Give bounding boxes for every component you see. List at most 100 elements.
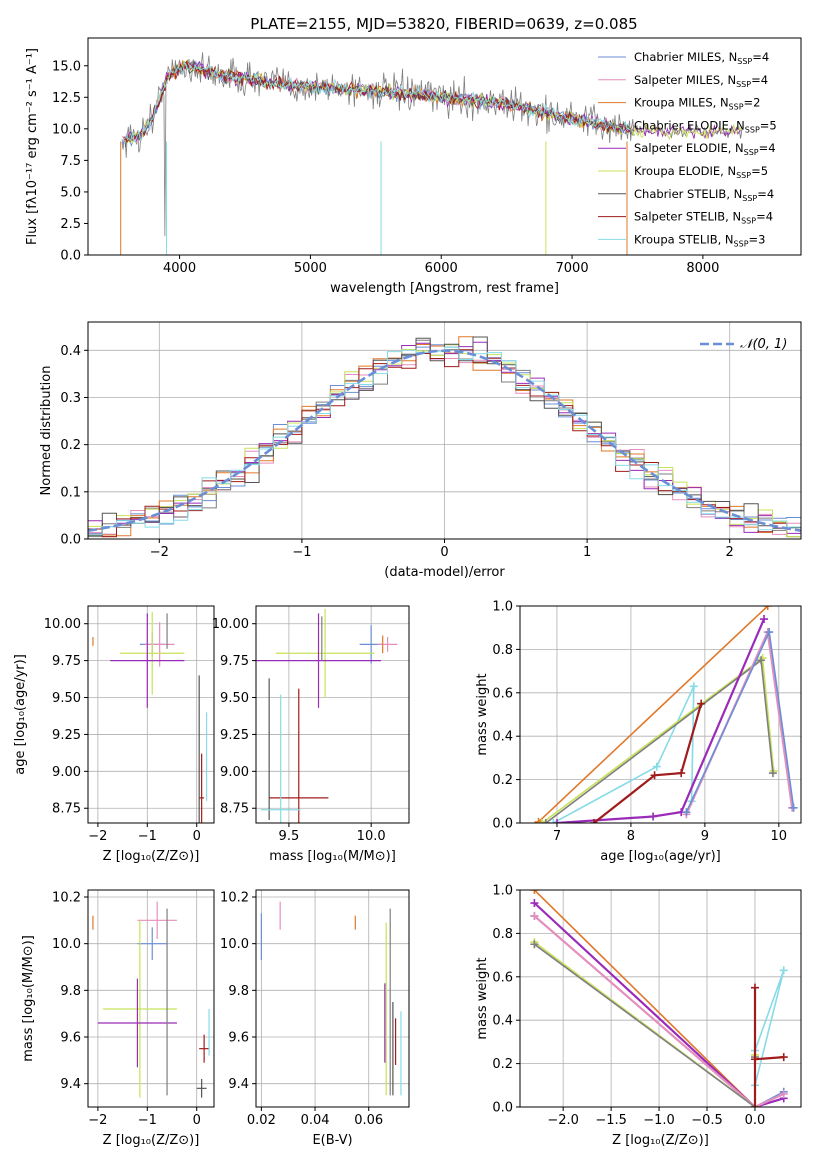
axes-frame [87, 37, 802, 256]
legend-label-part: Salpeter MILES, N [634, 73, 736, 87]
weight-point-marker [768, 769, 777, 778]
error-bar-point [377, 637, 398, 652]
histogram-step [88, 336, 801, 537]
error-bar-point [260, 694, 301, 823]
legend-label-part: Chabrier ELODIE, N [634, 118, 745, 132]
y-tick-label: 0.0 [60, 249, 81, 264]
weight-point-marker [649, 812, 658, 821]
plot-area [88, 336, 801, 538]
weight-point-marker [534, 817, 543, 823]
x-tick-label: 4000 [163, 261, 196, 276]
mass-vs-z-panel: −2 −1 0 9.4 9.6 9.8 10.0 10.2 Z [log₁₀(Z/Z⊙)] mas… [21, 889, 215, 1148]
weight-point-marker [750, 1103, 759, 1107]
x-axis-label: Z [log₁₀(Z/Z⊙)] [103, 849, 200, 864]
axes-frame [519, 605, 802, 824]
y-tick-label: 9.6 [60, 1031, 81, 1046]
y-tick-label: 0.3 [60, 391, 81, 406]
x-tick-label: −2 [88, 1113, 107, 1128]
weight-series-line [533, 943, 756, 1107]
error-bar-point [137, 901, 177, 939]
weight-point-marker [689, 682, 698, 691]
legend-label: Chabrier STELIB, NSSP=4 [634, 187, 774, 203]
mass-weight-vs-age-panel: 7 8 9 10 0.0 0.2 0.4 0.6 0.8 1.0 age [log₁₀(age/yr… [475, 600, 802, 864]
error-bar-point [256, 613, 382, 708]
y-tick-label: 0.1 [60, 485, 81, 500]
y-tick-label: 1.0 [492, 884, 513, 899]
spectrum-model-line [124, 60, 743, 145]
legend-label-value: =4 [757, 187, 774, 201]
legend-label: Chabrier ELODIE, NSSP=5 [634, 118, 777, 134]
y-axis-label: age [log₁₀(age/yr)] [13, 654, 28, 775]
x-tick-label: 8 [627, 829, 635, 844]
y-tick-label: 9.25 [52, 728, 81, 743]
weight-point-marker [530, 890, 539, 894]
legend-label: Chabrier MILES, NSSP=4 [634, 50, 769, 66]
axes-frame [87, 889, 215, 1108]
y-tick-label: 9.8 [60, 984, 81, 999]
legend-label: Kroupa STELIB, NSSP=3 [634, 232, 765, 248]
y-tick-label: 10.00 [212, 617, 249, 632]
legend-label-sub: SSP [737, 57, 752, 66]
weight-point-marker [779, 966, 788, 975]
error-bar-point [199, 753, 205, 823]
spectrum-panel: 4000 5000 6000 7000 8000 0.0 2.5 5.0 7.5 10.0 12.5… [25, 37, 802, 296]
y-tick-label: 10.2 [220, 891, 249, 906]
weight-point-marker [760, 615, 769, 624]
spectrum-model-line [124, 59, 632, 148]
weight-point-marker [779, 1089, 788, 1098]
y-tick-label: 9.00 [220, 765, 249, 780]
weight-series-line [754, 970, 785, 1086]
plot-area [92, 611, 208, 823]
weight-point-marker [779, 1053, 788, 1062]
x-tick-label: 9 [701, 829, 709, 844]
weight-series-line [537, 606, 769, 823]
y-tick-label: 0.4 [60, 344, 81, 359]
y-axis-label: mass weight [475, 957, 490, 1039]
legend-label-sub: SSP [745, 125, 760, 134]
weight-point-marker [530, 940, 539, 949]
y-tick-label: 0.0 [60, 533, 81, 548]
legend-label-part: Salpeter STELIB, N [634, 210, 741, 224]
y-tick-label: 0.0 [492, 1101, 513, 1116]
x-axis-label: mass [log₁₀(M/M⊙)] [269, 849, 396, 864]
error-bar-point [97, 978, 177, 1068]
weight-point-marker [552, 819, 561, 823]
axes-frame [255, 889, 410, 1108]
x-tick-label: −1 [292, 545, 311, 560]
y-tick-label: 0.0 [492, 817, 513, 832]
legend-label-sub: SSP [729, 103, 744, 112]
legend-label-part: Kroupa ELODIE, N [634, 164, 736, 178]
y-tick-label: 10.00 [44, 617, 81, 632]
weight-point-marker [530, 912, 539, 921]
legend-label: Salpeter STELIB, NSSP=4 [634, 210, 773, 226]
y-tick-label: 8.75 [52, 802, 81, 817]
x-tick-label: −2 [150, 545, 169, 560]
error-bar-point [199, 1034, 210, 1063]
y-tick-label: 15.0 [52, 59, 81, 74]
weight-point-marker [697, 699, 706, 708]
legend-label-part: Salpeter ELODIE, N [634, 141, 744, 155]
y-tick-label: 0.4 [492, 1014, 513, 1029]
weight-series-line [753, 987, 784, 1107]
y-axis-label: Flux [fλ10⁻¹⁷ erg cm⁻² s⁻¹ A⁻¹] [25, 48, 40, 245]
weight-series-line [685, 629, 795, 813]
x-tick-label: 8000 [686, 261, 719, 276]
plot-area [120, 52, 743, 255]
x-tick-label: 10.0 [357, 829, 386, 844]
axes-frame [519, 889, 802, 1108]
x-tick-label: 0 [193, 829, 201, 844]
legend-label-value: =5 [751, 164, 768, 178]
y-tick-label: 9.50 [52, 691, 81, 706]
weight-series-line [552, 685, 695, 823]
error-bar-point [196, 1079, 207, 1098]
x-tick-label: −2 [88, 829, 107, 844]
y-tick-label: 10.0 [52, 122, 81, 137]
normal-curve [88, 349, 801, 532]
legend-label-sub: SSP [742, 194, 757, 203]
legend-label-part: Kroupa STELIB, N [634, 232, 734, 246]
x-tick-label: 10 [771, 829, 788, 844]
legend-label-value: =4 [759, 141, 776, 155]
y-tick-label: 9.6 [228, 1031, 249, 1046]
